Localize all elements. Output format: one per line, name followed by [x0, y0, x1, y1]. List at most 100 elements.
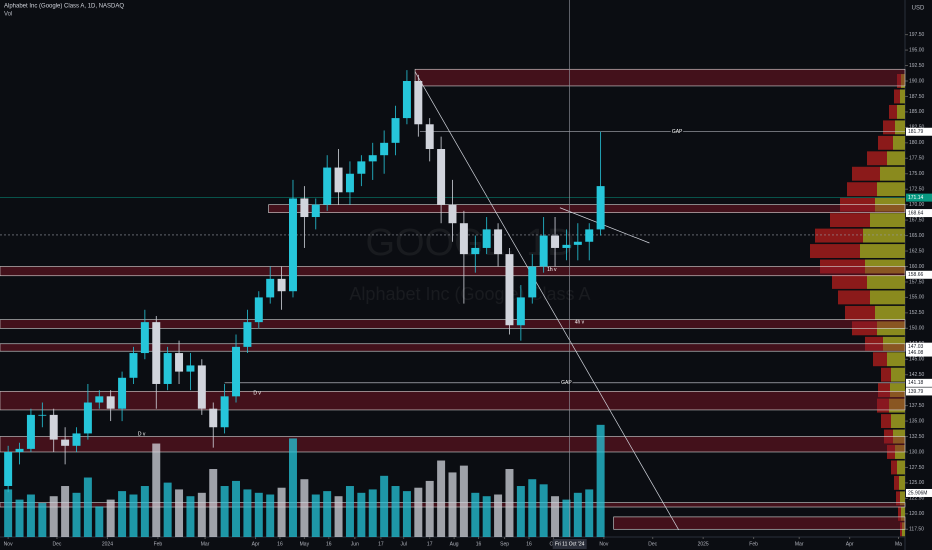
y-tick-label: 132.50 [909, 434, 925, 440]
y-tick-label: 177.50 [909, 156, 925, 162]
volume-bar [551, 496, 560, 537]
x-tick-label: Ma [895, 541, 902, 547]
candle-body [26, 414, 35, 449]
x-tick-label: 16 [277, 541, 283, 547]
candle-body [551, 235, 560, 248]
profile-down [898, 506, 901, 521]
trend-line [559, 207, 650, 244]
profile-down [881, 367, 891, 382]
y-tick-label: 137.50 [909, 403, 925, 409]
volume-bar [562, 499, 571, 537]
volume-bar [323, 491, 332, 537]
volume-bar [539, 484, 548, 537]
price-label-bg [906, 387, 932, 396]
profile-down [832, 274, 867, 289]
x-tick-label: Dec [53, 541, 62, 547]
volume-bar [516, 486, 525, 537]
profile-down [878, 383, 890, 398]
x-tick-label: 17 [378, 541, 384, 547]
x-tick-label: 16 [476, 541, 482, 547]
candle-body [118, 377, 127, 409]
y-tick-label: 157.50 [909, 279, 925, 285]
price-label-bg [906, 127, 932, 136]
volume-bar [61, 486, 70, 537]
candle-body [4, 451, 13, 486]
volume-bar [505, 469, 514, 537]
y-tick-label: 165.00 [909, 233, 925, 239]
volume-bar [448, 472, 457, 537]
candle-body [300, 198, 309, 218]
y-tick-label: 187.50 [909, 94, 925, 100]
volume-bar [300, 479, 309, 537]
volume-bar [129, 494, 138, 537]
x-tick-label: Jun [351, 541, 359, 547]
candle-body [596, 186, 605, 230]
y-tick-label: 155.00 [909, 295, 925, 301]
price-label: 158.66 [908, 272, 924, 278]
candle-body [585, 229, 594, 242]
volume-bar [4, 489, 13, 537]
profile-down [873, 352, 887, 367]
y-tick-label: 192.50 [909, 63, 925, 69]
price-label-bg [906, 193, 932, 202]
y-tick-label: 180.00 [909, 140, 925, 146]
candle-body [573, 241, 582, 245]
x-tick-label: Aug [450, 541, 459, 547]
profile-up [877, 182, 905, 197]
candle-body [38, 414, 47, 416]
candle-body [345, 173, 354, 193]
volume-bar [163, 482, 172, 537]
price-label: 147.03 [908, 344, 924, 350]
x-tick-label: 17 [427, 541, 433, 547]
volume-bar [175, 489, 184, 537]
price-label: 141.18 [908, 380, 924, 386]
volume-bar [38, 503, 47, 537]
candle-body [163, 353, 172, 384]
x-tick-label: Sep [500, 541, 509, 547]
volume-bar [209, 469, 218, 537]
profile-up [901, 74, 905, 88]
y-tick-label: 125.00 [909, 480, 925, 486]
annotation: 1h v [547, 267, 557, 273]
profile-down [877, 398, 889, 413]
profile-up [887, 151, 905, 166]
y-tick-label: 167.50 [909, 217, 925, 223]
candle-body [175, 353, 184, 372]
annotation: 4h v [575, 319, 585, 325]
x-tick-label: May [300, 541, 310, 547]
y-tick-label: 145.00 [909, 357, 925, 363]
chart-title: Alphabet Inc (Google) Class A, 1D, NASDA… [4, 4, 124, 10]
candle-body [95, 396, 104, 403]
volume-bar [266, 494, 275, 537]
gap-label: GAP [561, 380, 572, 386]
x-tick-label: Feb [154, 541, 163, 547]
y-tick-label: 120.00 [909, 511, 925, 517]
profile-down [894, 89, 900, 104]
volume-bar [596, 424, 605, 537]
volume-bar [26, 494, 35, 537]
candle-body [15, 448, 24, 452]
profile-up [893, 135, 905, 150]
candle-body [516, 297, 525, 326]
zone [268, 204, 906, 213]
profile-down [897, 74, 901, 88]
volume-bar [311, 494, 320, 537]
candle-body [288, 198, 297, 292]
profile-down [867, 151, 887, 166]
x-tick-label: Jul [400, 541, 406, 547]
x-tick-label: Feb [749, 541, 758, 547]
y-tick-label: 122.50 [909, 496, 925, 502]
volume-bar [414, 487, 423, 537]
y-tick-label: 135.00 [909, 418, 925, 424]
x-tick-label: 2024 [102, 541, 113, 547]
volume-bar [72, 492, 81, 537]
volume-bar [368, 489, 377, 537]
profile-up [891, 367, 905, 382]
profile-up [889, 398, 905, 413]
profile-down [881, 414, 891, 429]
y-tick-label: 170.00 [909, 202, 925, 208]
y-tick-label: 195.00 [909, 47, 925, 53]
profile-up [901, 506, 905, 521]
zone [0, 391, 906, 411]
